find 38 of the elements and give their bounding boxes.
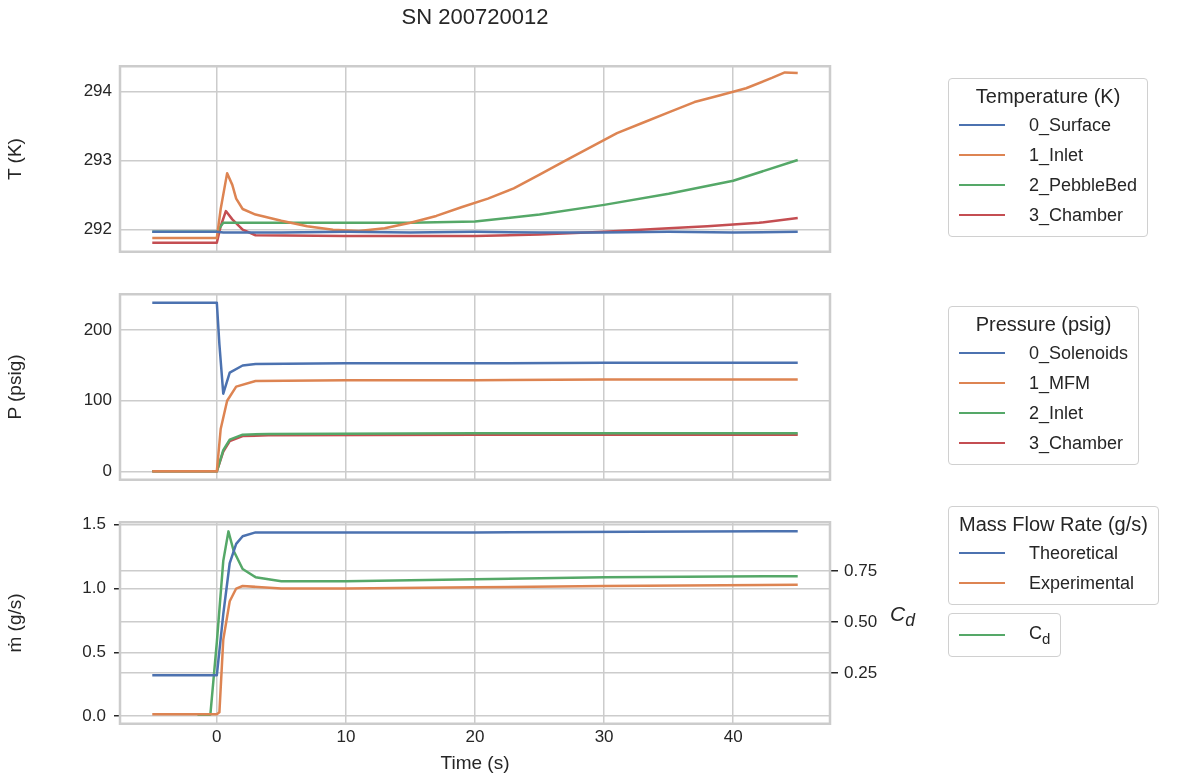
x-tick-label: 10	[336, 726, 356, 746]
y-tick-label: 200	[83, 319, 112, 339]
x-tick-label: 20	[465, 726, 485, 746]
x-tick-label: 30	[594, 726, 614, 746]
legend-title: Mass Flow Rate (g/s)	[959, 513, 1148, 536]
y2-tick-label: 0.50	[844, 611, 878, 631]
legend-label: C$_{d}$	[1029, 623, 1051, 647]
y-tick-label: 294	[83, 81, 112, 101]
legend-title: Pressure (psig)	[974, 313, 1113, 336]
y-tick-label: 1.5	[82, 514, 106, 534]
y-axis-title: P (psig)	[3, 354, 25, 420]
legend-label: 2_PebbleBed	[1029, 174, 1138, 196]
y2-tick-label: 0.75	[844, 560, 878, 580]
x-tick-label: 0	[212, 726, 222, 746]
y-axis-title: ṁ (g/s)	[3, 593, 25, 653]
legend-label: 0_Surface	[1029, 114, 1112, 136]
legend-label: 2_Inlet	[1029, 402, 1084, 424]
legend-label: Theoretical	[1029, 542, 1119, 564]
y-tick-label: 0.0	[82, 705, 106, 725]
x-axis-title: Time (s)	[440, 751, 510, 773]
y-tick-label: 293	[83, 150, 112, 170]
legend-label: 1_Inlet	[1029, 144, 1084, 166]
legend-title: Temperature (K)	[974, 85, 1122, 108]
y-axis-title: T (K)	[3, 138, 25, 180]
y2-axis-title: C$_{d}$	[890, 602, 915, 632]
legend-label: Experimental	[1029, 572, 1135, 594]
y-tick-label: 100	[83, 390, 112, 410]
y-tick-label: 292	[83, 219, 112, 239]
y2-tick-label: 0.25	[844, 662, 878, 682]
legend-label: 3_Chamber	[1029, 432, 1124, 454]
chart-title: SN 200720012	[400, 4, 550, 30]
y-tick-label: 0.5	[82, 642, 106, 662]
y-tick-label: 0	[102, 461, 112, 481]
legend-label: 1_MFM	[1029, 372, 1091, 394]
y-tick-label: 1.0	[82, 578, 106, 598]
legend-label: 0_Solenoids	[1029, 342, 1129, 364]
legend-label: 3_Chamber	[1029, 204, 1124, 226]
x-tick-label: 40	[723, 726, 743, 746]
